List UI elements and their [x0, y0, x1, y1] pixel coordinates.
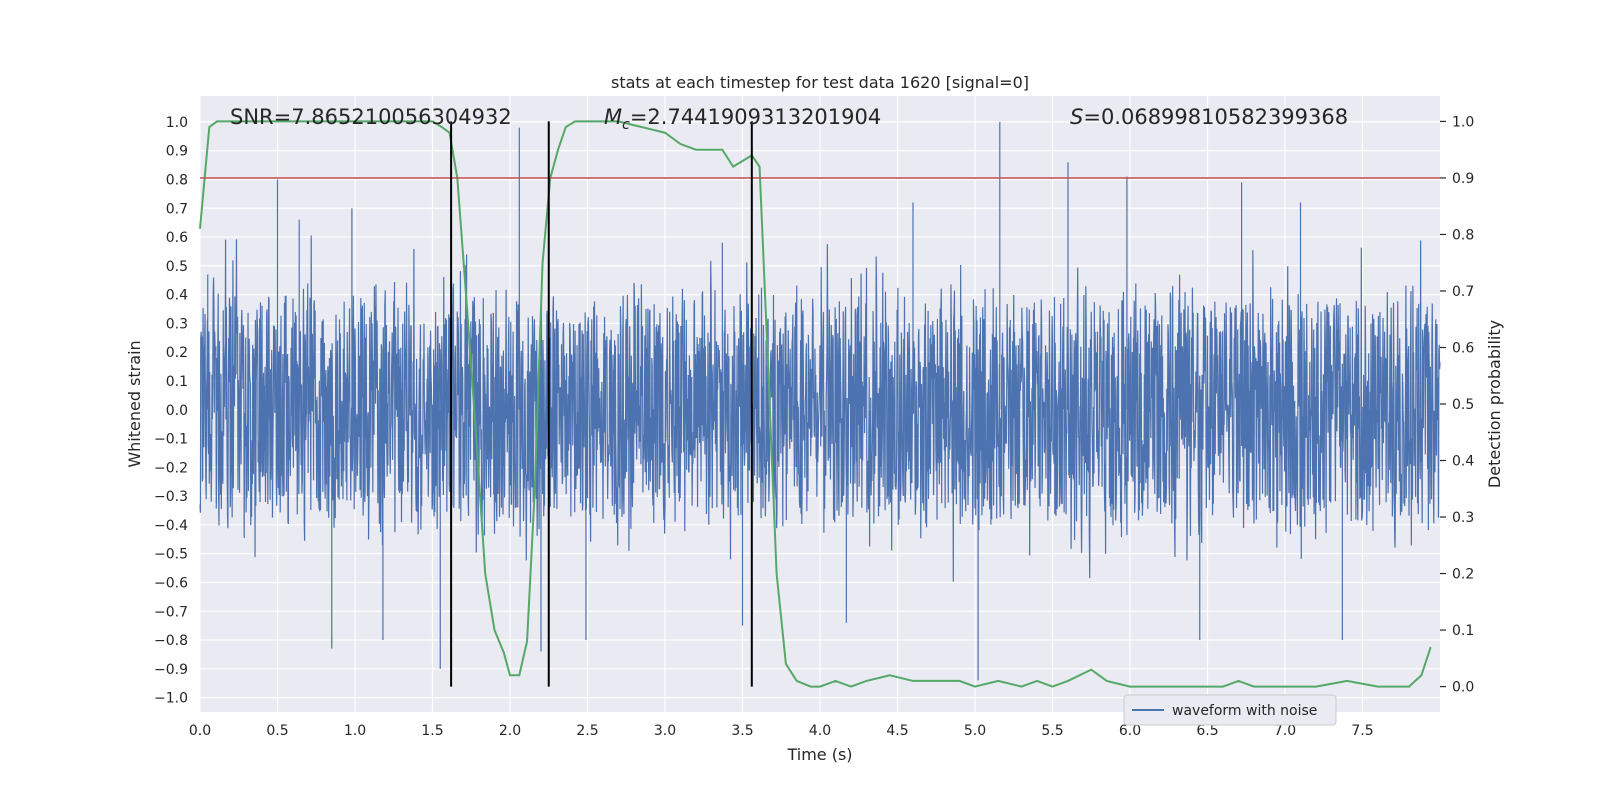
- y-tick-label: 1.0: [166, 115, 188, 131]
- y-tick-label: 0.2: [166, 345, 188, 361]
- y2-tick-label: 0.0: [1452, 680, 1474, 696]
- y-tick-label: 0.0: [166, 403, 188, 419]
- y-tick-label: 0.6: [166, 230, 188, 246]
- x-tick-label: 1.5: [421, 723, 443, 739]
- y-axis-label: Whitened strain: [125, 340, 144, 467]
- x-tick-label: 7.5: [1351, 723, 1373, 739]
- y-tick-label: −0.4: [154, 518, 188, 534]
- y-tick-label: 0.4: [166, 288, 188, 304]
- x-tick-label: 4.0: [809, 723, 831, 739]
- y-tick-label: 0.5: [166, 259, 188, 275]
- x-axis-ticks: 0.0 0.5 1.0 1.5 2.0 2.5 3.0 3.5 4.0 4.5 5.0 5.5 6.0 6…: [189, 723, 1374, 739]
- x-tick-label: 1.0: [344, 723, 366, 739]
- y2-axis-ticks: 1.0 0.9 0.8 0.7 0.6 0.5 0.4 0.3 0.2 0.1 0.0: [1440, 114, 1474, 696]
- s-annotation: S=0.06899810582399368: [1070, 105, 1348, 129]
- x-tick-label: 0.5: [266, 723, 288, 739]
- x-axis-label: Time (s): [786, 745, 852, 764]
- y2-axis-label: Detection probability: [1485, 320, 1504, 488]
- y2-tick-label: 0.1: [1452, 623, 1474, 639]
- x-tick-label: 5.5: [1041, 723, 1063, 739]
- y2-tick-label: 0.9: [1452, 171, 1474, 187]
- y2-tick-label: 0.4: [1452, 454, 1474, 470]
- chart-title: stats at each timestep for test data 162…: [611, 73, 1029, 92]
- snr-annotation: SNR=7.865210056304932: [230, 105, 512, 129]
- y-tick-label: −0.9: [154, 662, 188, 678]
- x-tick-label: 7.0: [1274, 723, 1296, 739]
- legend-box: [1123, 694, 1337, 726]
- y-tick-label: −0.7: [154, 604, 188, 620]
- y-tick-label: 0.1: [166, 374, 188, 390]
- y2-tick-label: 0.3: [1452, 510, 1474, 526]
- x-tick-label: 2.5: [576, 723, 598, 739]
- y-tick-label: 0.9: [166, 144, 188, 160]
- y2-tick-label: 0.6: [1452, 340, 1474, 356]
- y-tick-label: 0.8: [166, 172, 188, 188]
- vertical-lines: [450, 121, 753, 687]
- y-tick-label: −0.2: [154, 460, 188, 476]
- x-tick-label: 6.0: [1119, 723, 1141, 739]
- y2-tick-label: 1.0: [1452, 114, 1474, 130]
- y-tick-label: 0.7: [166, 201, 188, 217]
- y2-tick-label: 0.5: [1452, 397, 1474, 413]
- y-tick-label: −0.6: [154, 575, 188, 591]
- x-tick-label: 4.5: [886, 723, 908, 739]
- x-tick-label: 2.0: [499, 723, 521, 739]
- x-tick-label: 6.5: [1196, 723, 1218, 739]
- y2-tick-label: 0.7: [1452, 284, 1474, 300]
- waveform-line: [199, 121, 1441, 681]
- y-tick-label: 0.3: [166, 316, 188, 332]
- y2-tick-label: 0.8: [1452, 227, 1474, 243]
- legend: waveform with noise: [1123, 694, 1337, 726]
- x-tick-label: 0.0: [189, 723, 211, 739]
- y-axis-ticks: 1.0 0.9 0.8 0.7 0.6 0.5 0.4 0.3 0.2 0.1 0.0 −0.1 −0.…: [154, 115, 188, 707]
- x-tick-label: 3.0: [654, 723, 676, 739]
- waveform-series: [199, 121, 1441, 681]
- mc-annotation: Mc=2.7441909313201904: [604, 105, 881, 133]
- legend-entry: waveform with noise: [1172, 703, 1317, 719]
- y2-tick-label: 0.2: [1452, 567, 1474, 583]
- y-tick-label: −0.8: [154, 633, 188, 649]
- x-tick-label: 3.5: [731, 723, 753, 739]
- x-tick-label: 5.0: [964, 723, 986, 739]
- y-tick-label: −0.3: [154, 489, 188, 505]
- y-tick-label: −1.0: [154, 691, 188, 707]
- y-tick-label: −0.1: [154, 432, 188, 448]
- y-tick-label: −0.5: [154, 547, 188, 563]
